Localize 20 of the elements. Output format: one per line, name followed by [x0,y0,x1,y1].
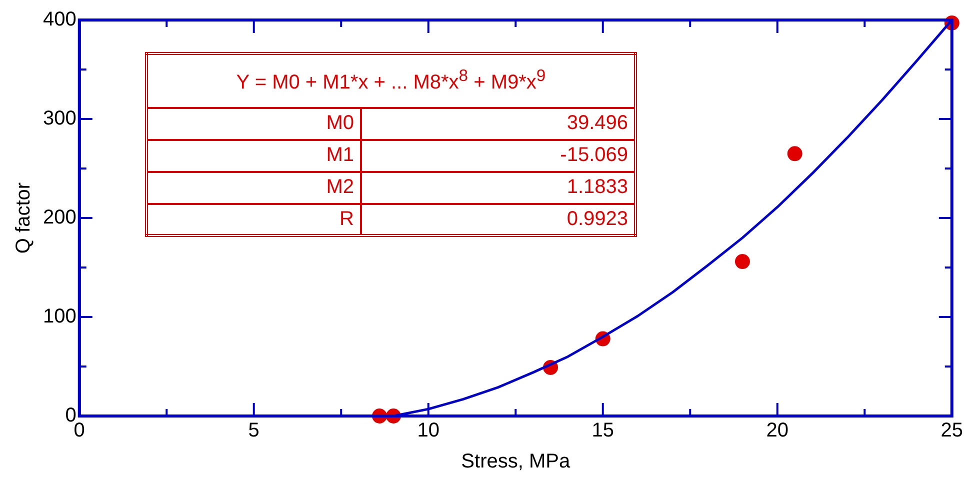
y-tick-label: 100 [42,306,76,328]
x-tick-label: 10 [417,420,440,442]
annotation: M1 [146,140,361,172]
x-tick-label: 25 [940,420,963,442]
annotation: M2 [146,172,361,204]
y-tick-label: 300 [42,108,76,130]
annotation: 0.9923 [361,204,636,236]
annotation: 1.1833 [361,172,636,204]
y-tick-label: 200 [42,206,76,229]
annotation: 39.496 [361,108,636,140]
x-tick-label: 20 [766,420,788,442]
annotation: R [146,204,361,236]
y-tick-label: 400 [42,8,76,31]
annotation: Y = M0 + M1*x + ... M8*x$^{8}$ + M9*x$^{9}$ [146,54,636,108]
annotation: -15.069 [361,140,636,172]
y-axis-title: Q factor [12,182,35,254]
x-tick-label: 5 [248,420,260,442]
x-axis-title: Stress, MPa [461,450,571,473]
x-tick-label: 15 [592,420,614,442]
annotation: M0 [146,108,361,140]
